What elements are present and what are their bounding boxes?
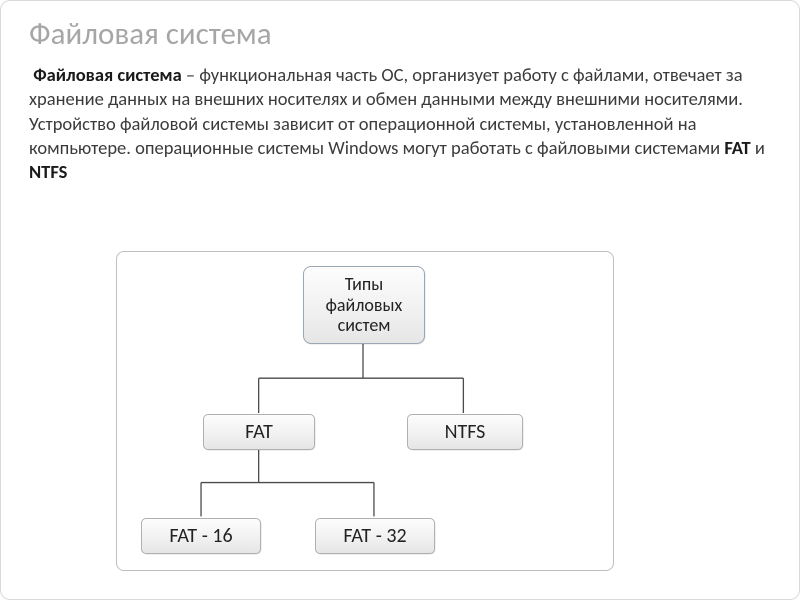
- fat-bold: FAT: [724, 136, 750, 159]
- para2-pre: Устройство файловой системы зависит от о…: [29, 112, 724, 159]
- slide-body: Файловая система – функциональная часть …: [29, 63, 771, 183]
- term-bold: Файловая система: [33, 63, 182, 86]
- node-fat: FAT: [203, 414, 315, 450]
- paragraph-1: Файловая система – функциональная часть …: [29, 63, 771, 110]
- connector-from-root: [259, 343, 464, 413]
- para2-mid: и: [751, 136, 765, 159]
- slide: Файловая система Файловая система – функ…: [0, 0, 800, 600]
- connector-from-fat: [201, 449, 374, 517]
- node-ntfs: NTFS: [407, 414, 523, 450]
- node-fat16: FAT - 16: [141, 518, 261, 554]
- node-fat32: FAT - 32: [315, 518, 435, 554]
- slide-title: Файловая система: [29, 15, 771, 53]
- diagram-frame: Типыфайловыхсистем FAT NTFS FAT - 16 FAT - 3…: [116, 251, 614, 571]
- ntfs-bold: NTFS: [29, 160, 67, 183]
- paragraph-2: Устройство файловой системы зависит от о…: [29, 112, 771, 183]
- node-root: Типыфайловыхсистем: [303, 266, 425, 344]
- tree-diagram: Типыфайловыхсистем FAT NTFS FAT - 16 FAT - 3…: [117, 252, 613, 570]
